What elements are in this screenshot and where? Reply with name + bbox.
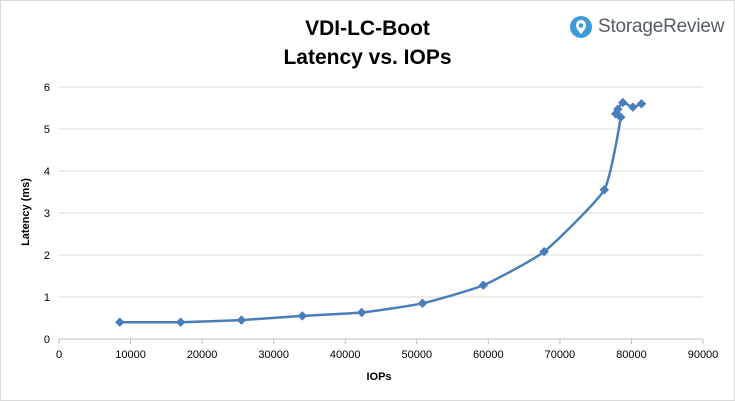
data-point-marker bbox=[599, 185, 610, 195]
chart-subtitle: Latency vs. IOPs bbox=[283, 46, 452, 69]
data-point-marker bbox=[114, 317, 125, 328]
data-point-marker bbox=[356, 307, 367, 318]
x-tick-label: 30000 bbox=[258, 349, 289, 361]
x-tick-label: 10000 bbox=[115, 349, 146, 361]
chart-title: VDI-LC-Boot bbox=[305, 17, 430, 40]
y-tick-label: 1 bbox=[44, 292, 50, 304]
data-point-marker bbox=[539, 246, 550, 257]
y-tick-label: 4 bbox=[44, 166, 50, 178]
y-tick-label: 3 bbox=[44, 208, 50, 220]
data-point-marker bbox=[612, 104, 623, 115]
x-tick-label: 0 bbox=[56, 349, 62, 361]
y-axis-label: Latency (ms) bbox=[20, 178, 32, 246]
x-tick-label: 50000 bbox=[401, 349, 432, 361]
data-point-marker bbox=[618, 97, 628, 108]
data-point-marker bbox=[236, 315, 247, 325]
y-tick-label: 6 bbox=[44, 82, 50, 94]
x-tick-label: 20000 bbox=[187, 349, 218, 361]
x-tick-label: 80000 bbox=[616, 349, 647, 361]
data-point-marker bbox=[478, 280, 489, 291]
y-tick-label: 5 bbox=[44, 124, 50, 136]
storagereview-logo-icon bbox=[570, 16, 592, 38]
brand-logo: StorageReview bbox=[569, 15, 724, 39]
data-point-marker bbox=[636, 98, 647, 109]
data-point-marker bbox=[628, 102, 638, 113]
x-tick-label: 70000 bbox=[545, 349, 576, 361]
x-tick-label: 40000 bbox=[330, 349, 361, 361]
data-point-marker bbox=[417, 298, 428, 309]
y-tick-label: 0 bbox=[44, 334, 50, 346]
data-point-marker bbox=[175, 317, 186, 328]
x-axis-label: IOPs bbox=[366, 371, 391, 383]
x-tick-label: 60000 bbox=[473, 349, 504, 361]
x-tick-label: 90000 bbox=[688, 349, 719, 361]
data-point-marker bbox=[297, 311, 308, 321]
series-line bbox=[119, 101, 642, 324]
brand-name: StorageReview bbox=[598, 16, 725, 37]
y-tick-label: 2 bbox=[44, 250, 50, 262]
